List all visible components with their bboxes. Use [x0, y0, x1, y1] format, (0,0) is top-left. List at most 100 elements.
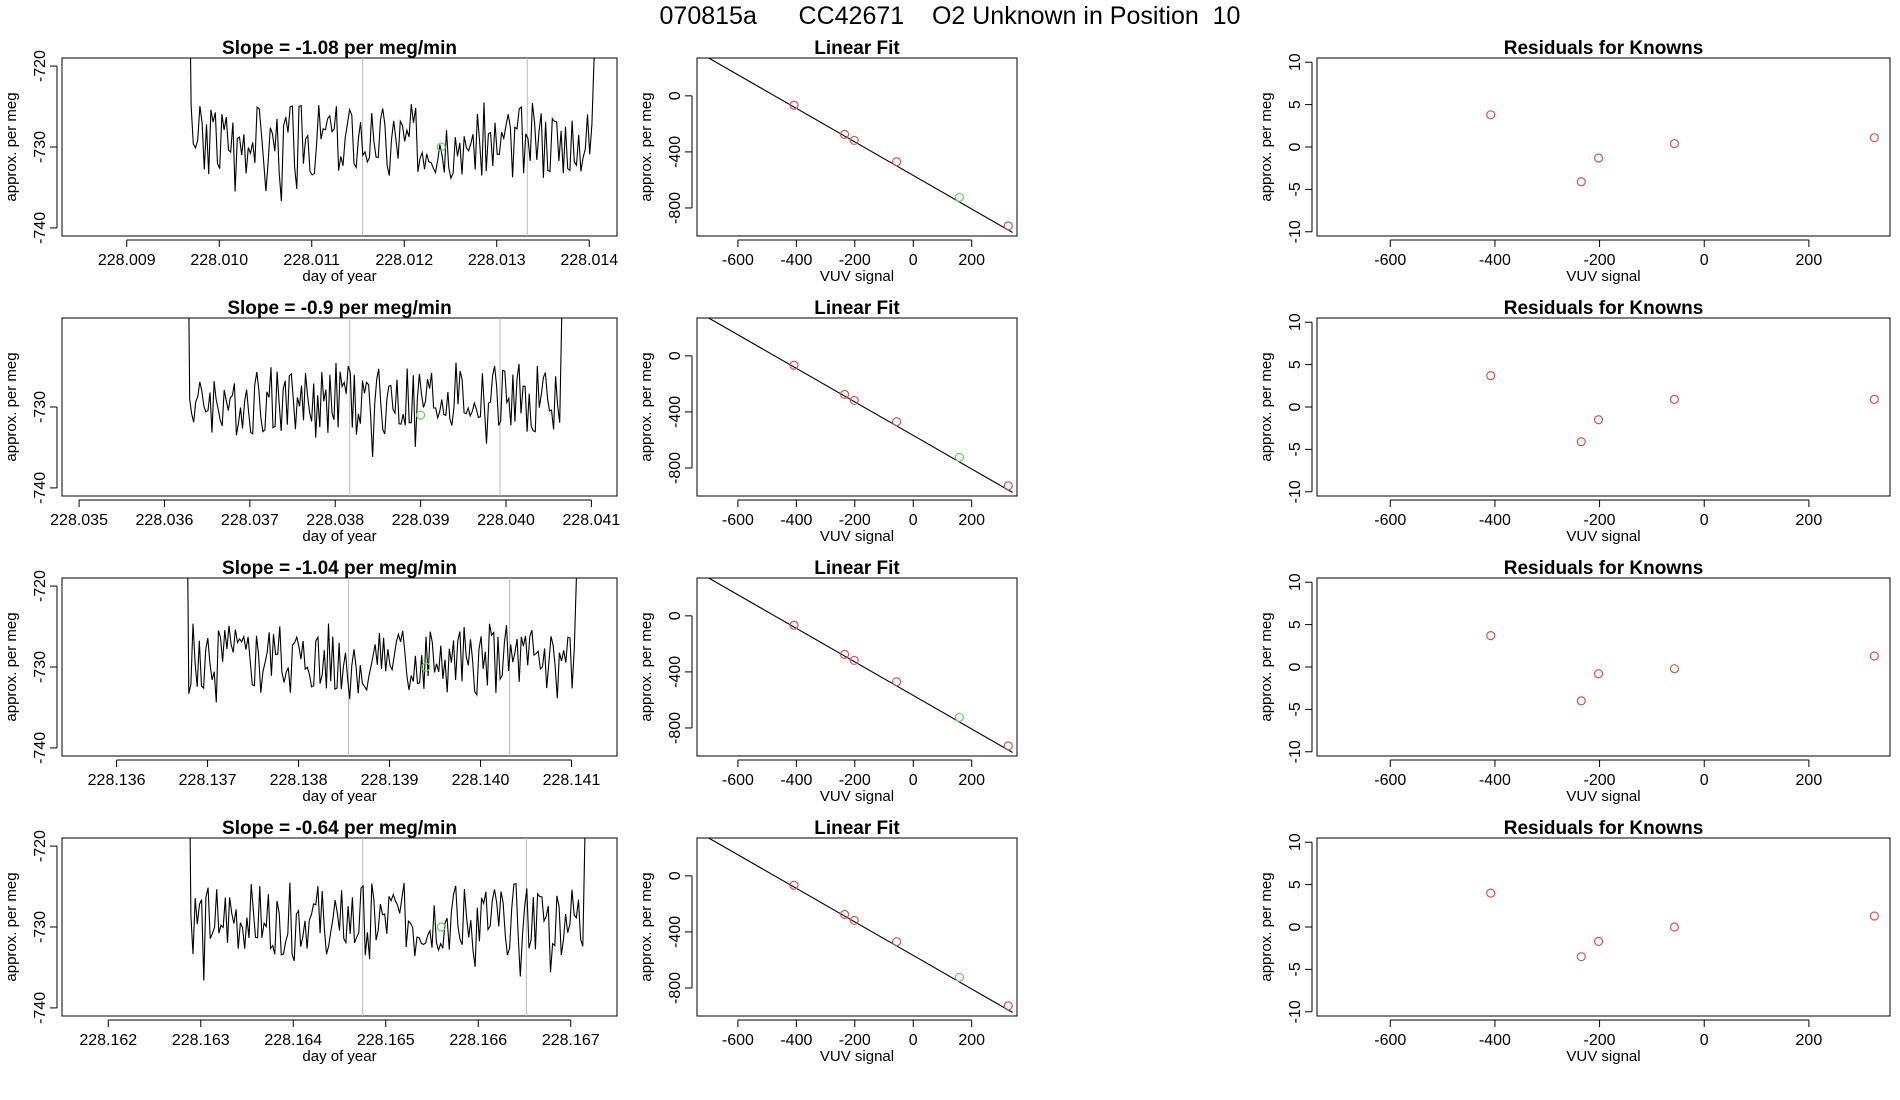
x-tick-label: 228.141 — [543, 772, 601, 789]
y-tick-label: 0 — [667, 351, 684, 360]
x-tick-label: 228.014 — [560, 252, 618, 269]
y-tick-label: -10 — [1287, 1000, 1304, 1023]
known-point — [1669, 139, 1680, 149]
x-tick-label: 228.166 — [449, 1032, 507, 1049]
x-tick-label: -400 — [1479, 252, 1511, 269]
signal-line — [188, 318, 563, 457]
panel-title: Slope = -1.08 per meg/min — [222, 38, 457, 59]
y-axis-label: approx. per meg — [1258, 872, 1275, 981]
x-tick-label: 228.010 — [190, 252, 248, 269]
known-point — [1669, 922, 1680, 932]
x-tick-label: 228.137 — [179, 772, 237, 789]
x-tick-label: -400 — [1479, 512, 1511, 529]
y-tick-label: 0 — [667, 611, 684, 620]
x-tick-label: -600 — [722, 772, 754, 789]
panel-title: Residuals for Knowns — [1504, 818, 1704, 839]
x-tick-label: -600 — [722, 1032, 754, 1049]
unknown-point — [954, 972, 965, 982]
y-tick-label: -10 — [1287, 220, 1304, 243]
y-tick-label: -800 — [667, 712, 684, 744]
panel-title: Slope = -1.04 per meg/min — [222, 558, 457, 579]
x-tick-label: -200 — [839, 252, 871, 269]
x-axis-label: VUV signal — [1566, 1048, 1640, 1065]
panel-linear-fit-row2: Linear Fit -600 -400 -200 0 200 VUV signal 0 -40… — [638, 558, 1018, 805]
x-tick-label: 228.009 — [98, 252, 156, 269]
y-tick-label: -5 — [1287, 182, 1304, 196]
y-tick-label: 5 — [1287, 620, 1304, 629]
x-tick-label: 228.037 — [221, 512, 279, 529]
known-point — [1576, 952, 1586, 962]
x-axis-label: VUV signal — [820, 788, 894, 805]
x-axis-label: VUV signal — [1566, 268, 1640, 285]
signal-line — [189, 838, 586, 981]
x-tick-label: 228.041 — [562, 512, 620, 529]
x-tick-label: -600 — [722, 512, 754, 529]
x-tick-label: 228.036 — [136, 512, 194, 529]
x-tick-label: 200 — [1796, 252, 1823, 269]
y-tick-label: -5 — [1287, 962, 1304, 976]
x-tick-label: -200 — [1584, 1032, 1616, 1049]
plot-frame — [61, 837, 618, 1017]
x-tick-label: 228.139 — [361, 772, 419, 789]
y-tick-label: -740 — [32, 992, 49, 1024]
panel-timeseries-row3: Slope = -0.64 per meg/min 228.162 228.163 2… — [3, 818, 618, 1065]
known-point — [839, 129, 850, 139]
x-tick-label: 0 — [909, 1032, 918, 1049]
known-point — [1003, 741, 1013, 751]
panel-title: Slope = -0.64 per meg/min — [222, 818, 457, 839]
x-tick-label: 228.039 — [392, 512, 450, 529]
x-axis-label: day of year — [302, 268, 376, 285]
x-tick-label: -400 — [780, 772, 812, 789]
unknown-point — [436, 922, 446, 932]
x-tick-label: 0 — [909, 772, 918, 789]
plot-frame — [696, 317, 1018, 497]
known-point — [1003, 1001, 1013, 1011]
panel-timeseries-row0: Slope = -1.08 per meg/min 228.009 228.010 2… — [3, 38, 618, 285]
panel-timeseries-row1: Slope = -0.9 per meg/min 228.035 228.036 22… — [3, 298, 620, 545]
panel-residuals-row1: Residuals for Knowns -600 -400 -200 0 200 VUV … — [1258, 298, 1891, 545]
known-point — [1869, 394, 1879, 404]
known-point — [891, 157, 902, 167]
x-tick-label: 228.138 — [270, 772, 328, 789]
x-tick-label: -400 — [1479, 1032, 1511, 1049]
panel-linear-fit-row3: Linear Fit -600 -400 -200 0 200 VUV signal 0 -40… — [638, 818, 1018, 1065]
y-axis-label: approx. per meg — [3, 92, 20, 201]
known-point — [839, 909, 850, 919]
y-tick-label: 0 — [1287, 142, 1304, 151]
x-tick-label: 200 — [1796, 772, 1823, 789]
unknown-point — [416, 410, 426, 420]
y-axis-label: approx. per meg — [638, 92, 655, 201]
x-axis-label: day of year — [302, 528, 376, 545]
x-tick-label: -200 — [1584, 252, 1616, 269]
panel-linear-fit-row1: Linear Fit -600 -400 -200 0 200 VUV signal 0 -40… — [638, 298, 1018, 545]
x-tick-label: 0 — [909, 512, 918, 529]
panel-title: Residuals for Knowns — [1504, 38, 1704, 59]
known-point — [1593, 936, 1604, 947]
y-tick-label: -730 — [32, 911, 49, 943]
known-point — [1869, 911, 1879, 921]
y-tick-label: -740 — [32, 732, 49, 764]
plot-frame — [1316, 317, 1891, 497]
plot-frame — [696, 577, 1018, 757]
x-tick-label: 228.162 — [79, 1032, 137, 1049]
x-tick-label: -200 — [839, 512, 871, 529]
x-tick-label: 228.013 — [468, 252, 526, 269]
y-tick-label: -800 — [667, 452, 684, 484]
known-point — [849, 395, 859, 406]
y-tick-label: -720 — [32, 570, 49, 602]
x-tick-label: -200 — [839, 772, 871, 789]
panel-title: Residuals for Knowns — [1504, 558, 1704, 579]
known-point — [1593, 669, 1604, 679]
known-point — [839, 389, 850, 399]
x-axis-label: day of year — [302, 1048, 376, 1065]
known-point — [789, 880, 799, 890]
y-tick-label: -400 — [667, 656, 684, 688]
y-tick-label: 5 — [1287, 880, 1304, 889]
y-tick-label: -740 — [32, 212, 49, 244]
y-tick-label: -400 — [667, 916, 684, 948]
x-tick-label: -600 — [1374, 1032, 1406, 1049]
y-tick-label: -730 — [32, 651, 49, 683]
y-tick-label: 0 — [667, 871, 684, 880]
known-point — [789, 360, 799, 370]
known-point — [1669, 394, 1680, 404]
